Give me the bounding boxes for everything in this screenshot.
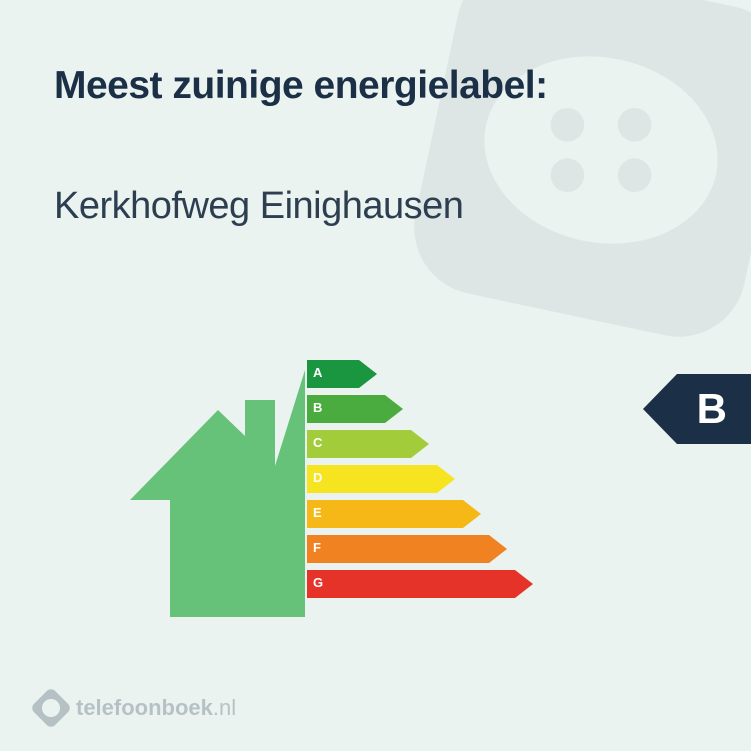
bar-letter: B (313, 400, 322, 415)
brand-name: telefoonboek (76, 695, 213, 720)
selected-rating-letter: B (697, 385, 727, 433)
bar-letter: A (313, 365, 322, 380)
selected-rating-badge: B (677, 374, 751, 444)
bar-shape-icon (307, 500, 481, 528)
bar-shape-icon (307, 535, 507, 563)
bar-letter: G (313, 575, 323, 590)
watermark-icon (391, 0, 751, 360)
bar-shape-icon (307, 430, 429, 458)
page-title: Meest zuinige energielabel: (54, 64, 548, 108)
bar-letter: E (313, 505, 322, 520)
bar-letter: F (313, 540, 321, 555)
bar-letter: D (313, 470, 322, 485)
house-icon (130, 370, 305, 630)
energy-label-chart: A B C D E F G (130, 360, 570, 640)
bar-shape-icon (307, 465, 455, 493)
brand-tld: .nl (213, 695, 236, 720)
bar-letter: C (313, 435, 322, 450)
bar-shape-icon (307, 570, 533, 598)
location-name: Kerkhofweg Einighausen (54, 185, 463, 228)
badge-arrow-icon (643, 374, 677, 444)
brand-icon (30, 687, 72, 729)
brand-text: telefoonboek.nl (76, 695, 236, 721)
footer-brand: telefoonboek.nl (36, 693, 236, 723)
